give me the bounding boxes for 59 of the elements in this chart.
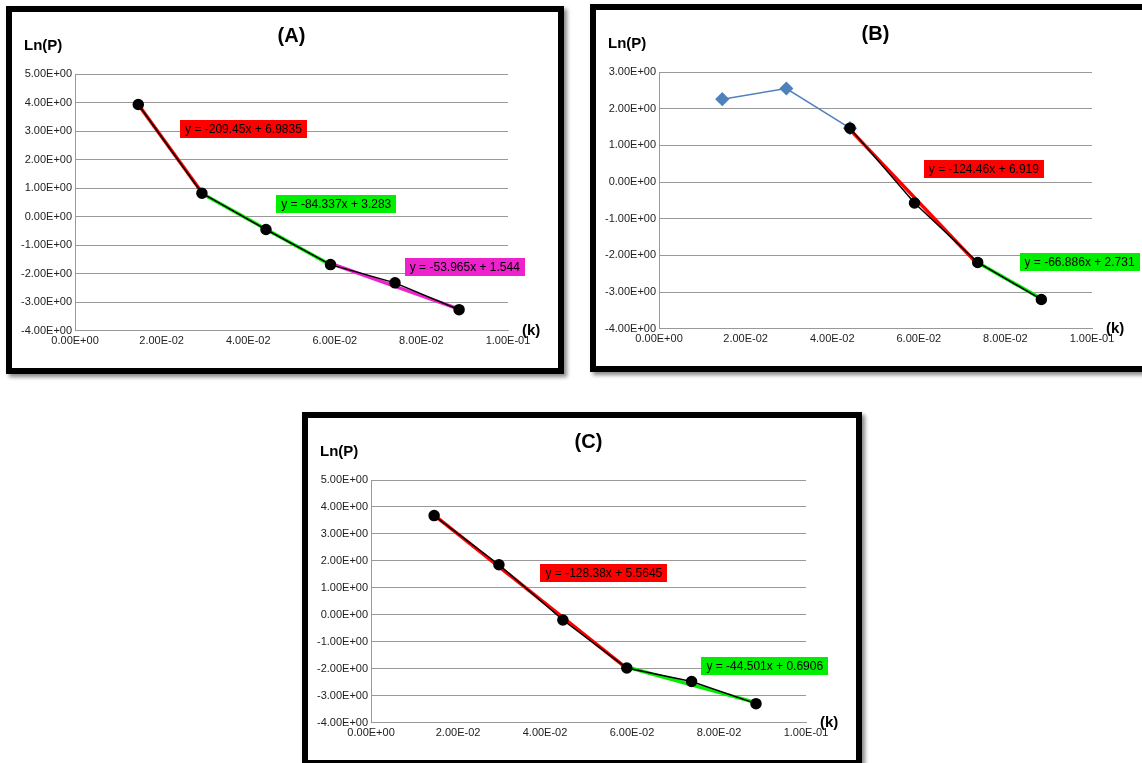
x-tick-label: 6.00E-02 <box>312 334 358 347</box>
x-tick-label: 2.00E-02 <box>723 332 768 345</box>
y-tick-label: -2.00E+00 <box>316 661 369 674</box>
series-label: y = -128.38x + 5.5645 <box>540 563 668 582</box>
x-tick-label: 8.00E-02 <box>983 332 1028 345</box>
x-axis-title: (k) <box>522 320 541 338</box>
chart-title: (C) <box>574 430 603 453</box>
y-tick-label: -4.00E+00 <box>316 715 369 728</box>
y-tick-label: 0.00E+00 <box>24 209 73 222</box>
chart-title: (A) <box>277 24 306 47</box>
y-tick-label: 2.00E+00 <box>24 152 73 165</box>
text: y = -124.46x + 6.919 <box>923 160 1044 179</box>
x-tick-label: 2.00E-02 <box>139 334 184 347</box>
series-label: y = -84.337x + 3.283 <box>276 194 397 213</box>
y-tick-label: 1.00E+00 <box>608 138 657 151</box>
x-tick-label: 0.00E+00 <box>347 726 395 739</box>
y-tick-label: -1.00E+00 <box>316 634 369 647</box>
y-tick-label: -3.00E+00 <box>316 688 369 701</box>
y-axis-title: Ln(P) <box>608 34 647 51</box>
chart-title: (B) <box>861 22 890 45</box>
y-tick-label: 4.00E+00 <box>24 95 73 108</box>
x-tick-label: 8.00E-02 <box>399 334 444 347</box>
y-tick-label: -2.00E+00 <box>604 248 657 261</box>
series-label: y = -44.501x + 0.6906 <box>701 656 829 675</box>
x-axis-title: (k) <box>820 712 839 730</box>
y-tick-label: 0.00E+00 <box>608 175 657 188</box>
x-tick-label: 8.00E-02 <box>696 726 742 739</box>
y-tick-label: -4.00E+00 <box>20 323 73 336</box>
y-tick-label: 2.00E+00 <box>608 101 657 114</box>
y-tick-label: 3.00E+00 <box>320 526 369 539</box>
y-tick-label: 5.00E+00 <box>24 67 73 80</box>
x-tick-label: 4.00E-02 <box>522 726 568 739</box>
series-label: y = -209.45x + 6.9835 <box>180 120 307 139</box>
series-label: y = -66.886x + 2.731 <box>1019 252 1140 271</box>
x-axis-title: (k) <box>1106 318 1125 336</box>
x-tick-label: 6.00E-02 <box>609 726 655 739</box>
y-tick-label: -1.00E+00 <box>604 211 657 224</box>
y-tick-label: 3.00E+00 <box>24 124 73 137</box>
y-tick-label: -3.00E+00 <box>604 285 657 298</box>
y-tick-label: 2.00E+00 <box>320 553 369 566</box>
x-tick-label: 0.00E+00 <box>635 332 683 345</box>
x-tick-label: 2.00E-02 <box>435 726 481 739</box>
y-tick-label: -4.00E+00 <box>604 321 657 334</box>
y-axis-title: Ln(P) <box>320 442 359 459</box>
y-tick-label: -1.00E+00 <box>20 238 73 251</box>
y-tick-label: 1.00E+00 <box>24 181 73 194</box>
y-tick-label: 1.00E+00 <box>320 580 369 593</box>
y-tick-label: -3.00E+00 <box>20 295 73 308</box>
x-tick-label: 4.00E-02 <box>225 334 271 347</box>
y-tick-label: 3.00E+00 <box>608 65 657 78</box>
series-label: y = -53.965x + 1.544 <box>404 258 525 277</box>
y-axis-title: Ln(P) <box>24 36 63 53</box>
y-tick-label: 4.00E+00 <box>320 500 369 513</box>
y-tick-label: -2.00E+00 <box>20 266 73 279</box>
y-tick-label: 5.00E+00 <box>320 473 369 486</box>
x-tick-label: 6.00E-02 <box>896 332 942 345</box>
y-tick-label: 0.00E+00 <box>320 607 369 620</box>
x-tick-label: 0.00E+00 <box>51 334 99 347</box>
x-tick-label: 4.00E-02 <box>809 332 855 345</box>
